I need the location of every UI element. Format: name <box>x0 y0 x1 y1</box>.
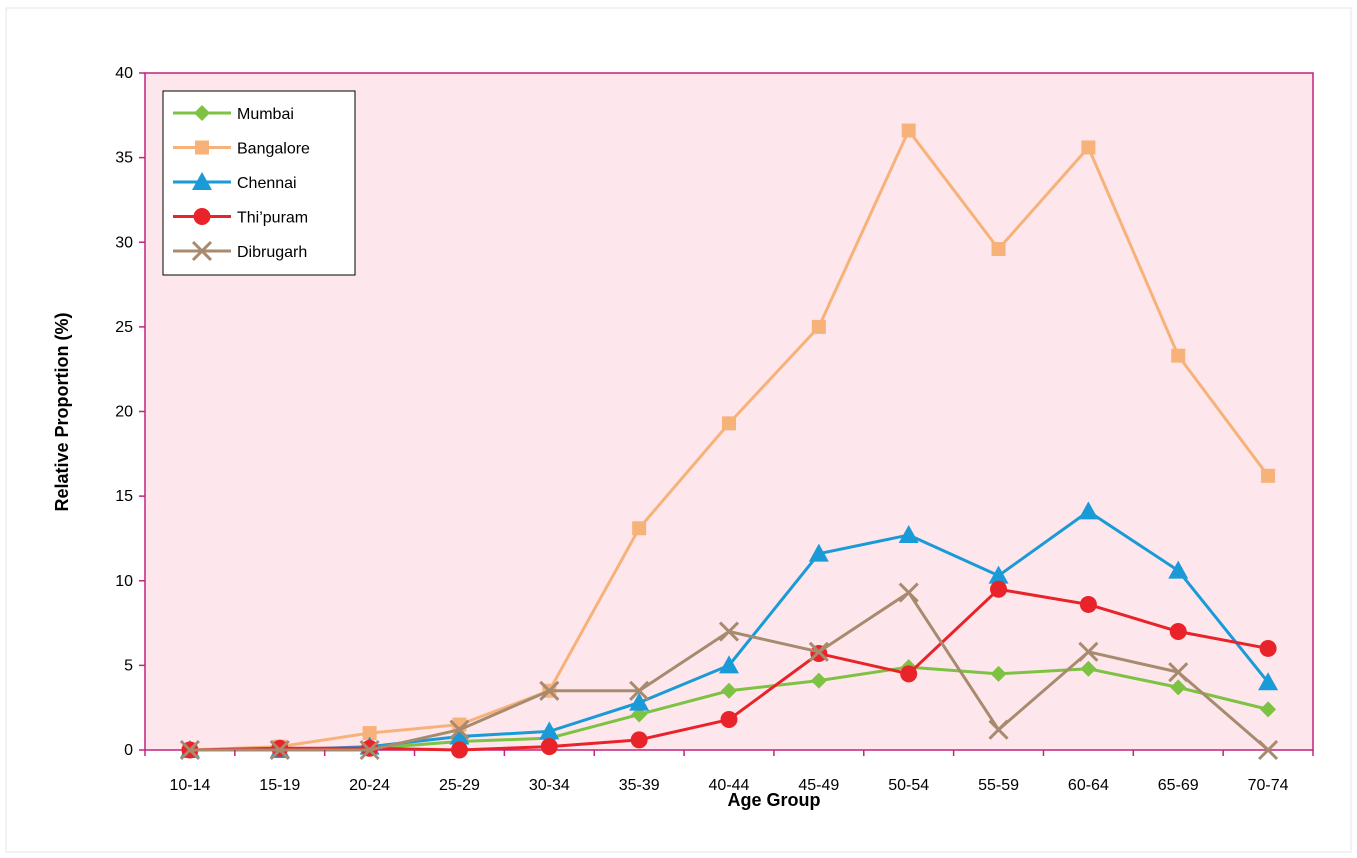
data-point <box>450 741 468 759</box>
data-point <box>810 672 827 689</box>
legend: Mumbai Bangalore Chennai Thi’puram Dibrugarh <box>162 90 356 276</box>
legend-marker <box>193 208 211 225</box>
data-point <box>539 721 560 740</box>
series-dibrugarh <box>179 582 1279 761</box>
y-tick-label: 5 <box>124 657 133 674</box>
legend-entry: Thi’puram <box>173 208 308 227</box>
data-point <box>632 521 647 536</box>
data-point <box>1169 623 1187 641</box>
data-point <box>1171 348 1186 363</box>
legend-label: Chennai <box>237 175 297 192</box>
legend-marker <box>192 172 212 190</box>
data-point <box>719 655 739 674</box>
y-tick-label: 30 <box>115 234 133 251</box>
axis-layer: 0 5 10 15 20 25 30 35 40 10-14 15-19 20-24 25-29 30-3… <box>115 65 1314 794</box>
data-point <box>359 739 380 761</box>
x-tick-label: 45-49 <box>798 777 839 794</box>
data-point <box>1261 468 1276 483</box>
x-tick-label: 55-59 <box>978 777 1019 794</box>
x-tick-label: 65-69 <box>1158 777 1199 794</box>
y-tick-label: 15 <box>115 488 133 505</box>
data-point <box>811 319 826 334</box>
data-point <box>990 665 1007 682</box>
data-point <box>1081 140 1096 155</box>
data-point <box>629 692 650 711</box>
data-point <box>898 525 919 544</box>
data-point <box>722 416 736 431</box>
data-point <box>1260 701 1277 718</box>
legend-label: Thi’puram <box>237 210 308 227</box>
data-point <box>269 739 290 761</box>
legend-marker <box>195 140 209 155</box>
data-point <box>1168 560 1189 579</box>
data-point <box>539 680 560 701</box>
data-point <box>1258 672 1279 691</box>
data-point <box>990 580 1008 598</box>
data-point <box>898 582 919 603</box>
x-tick-label: 30-34 <box>529 777 570 794</box>
y-axis-title: Relative Proportion (%) <box>52 312 72 511</box>
x-tick-label: 40-44 <box>709 777 750 794</box>
data-point <box>901 123 916 138</box>
data-point <box>988 719 1009 740</box>
legend-label: Bangalore <box>237 141 310 158</box>
x-tick-label: 10-14 <box>169 777 210 794</box>
data-point <box>1168 662 1189 683</box>
x-tick-label: 25-29 <box>439 777 480 794</box>
data-point <box>720 711 738 729</box>
legend-label: Mumbai <box>237 106 294 123</box>
y-tick-label: 20 <box>115 404 133 421</box>
legend-marker <box>194 105 210 121</box>
y-tick-label: 0 <box>124 742 133 759</box>
data-point <box>449 726 470 745</box>
data-point <box>1079 595 1097 613</box>
x-tick-label: 70-74 <box>1248 777 1289 794</box>
x-axis-title: Age Group <box>728 790 821 810</box>
legend-entry: Bangalore <box>173 140 310 158</box>
data-point <box>630 731 648 749</box>
data-point <box>808 543 829 562</box>
data-point <box>449 719 470 740</box>
y-tick-label: 25 <box>115 319 133 336</box>
data-point <box>540 738 558 756</box>
data-point <box>991 242 1006 257</box>
data-point <box>1078 501 1099 520</box>
x-tick-label: 20-24 <box>349 777 390 794</box>
data-point <box>721 682 737 699</box>
x-tick-label: 50-54 <box>888 777 929 794</box>
data-point <box>362 726 377 741</box>
data-point <box>179 739 200 761</box>
data-point <box>900 665 918 683</box>
data-point <box>718 621 740 642</box>
x-tick-label: 35-39 <box>619 777 660 794</box>
data-point <box>1259 639 1277 657</box>
data-point <box>1080 660 1097 677</box>
data-point <box>1258 739 1279 761</box>
legend-label: Dibrugarh <box>237 244 307 261</box>
y-tick-label: 10 <box>115 573 133 590</box>
legend-entry: Chennai <box>173 172 297 192</box>
data-point <box>808 641 829 662</box>
y-tick-label: 40 <box>115 65 133 82</box>
data-point <box>1170 679 1187 696</box>
legend-entry: Dibrugarh <box>173 240 307 262</box>
data-point <box>629 680 650 701</box>
data-point <box>1078 641 1099 662</box>
x-tick-label: 15-19 <box>259 777 300 794</box>
legend-entry: Mumbai <box>173 105 294 123</box>
legend-marker <box>191 240 213 262</box>
series-layer <box>179 123 1279 761</box>
data-point <box>988 565 1009 584</box>
x-tick-label: 60-64 <box>1068 777 1109 794</box>
y-tick-label: 35 <box>115 150 133 167</box>
